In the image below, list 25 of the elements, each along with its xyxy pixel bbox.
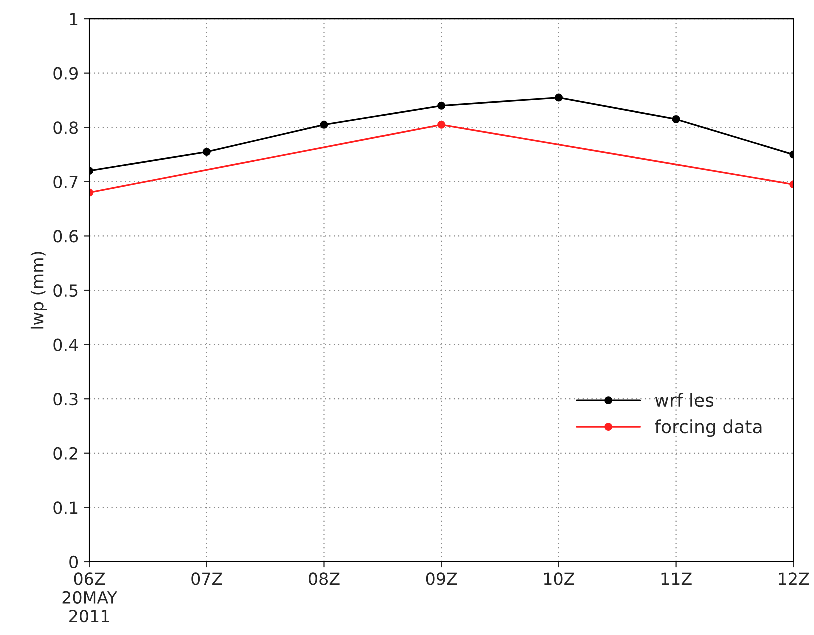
y-tick-label: 0.6 — [54, 230, 78, 243]
y-tick-label: 0.2 — [54, 447, 78, 460]
legend-label: forcing data — [655, 420, 762, 438]
y-axis-title: lwp (mm) — [30, 252, 48, 329]
point — [438, 102, 446, 110]
y-tick-label: 0.5 — [54, 284, 78, 298]
x-tick-label: 08Z — [309, 572, 340, 586]
y-tick-label: 0.1 — [54, 502, 78, 514]
y-tick-label: 0.7 — [54, 176, 78, 188]
y-tick-label: 0 — [70, 556, 78, 569]
y-tick-label: 1 — [70, 13, 78, 26]
legend-label: wrf les — [655, 393, 714, 408]
x-tick-label: 07Z — [192, 572, 222, 586]
y-tick-label: 0.4 — [54, 338, 78, 352]
x-tick-label: 09Z — [426, 572, 458, 586]
y-tick-label: 0.3 — [54, 393, 78, 406]
x-tick-label: 12Z — [779, 572, 810, 586]
x-tick-label: 11Z — [662, 572, 692, 586]
x-tick-label: 06Z 20MAY 2011 — [62, 572, 118, 623]
y-tick-label: 0.8 — [54, 122, 78, 134]
y-tick-label: 0.9 — [54, 67, 78, 80]
x-tick-label: 10Z — [544, 572, 575, 586]
point — [672, 116, 680, 124]
point — [554, 94, 563, 102]
point — [320, 120, 328, 129]
